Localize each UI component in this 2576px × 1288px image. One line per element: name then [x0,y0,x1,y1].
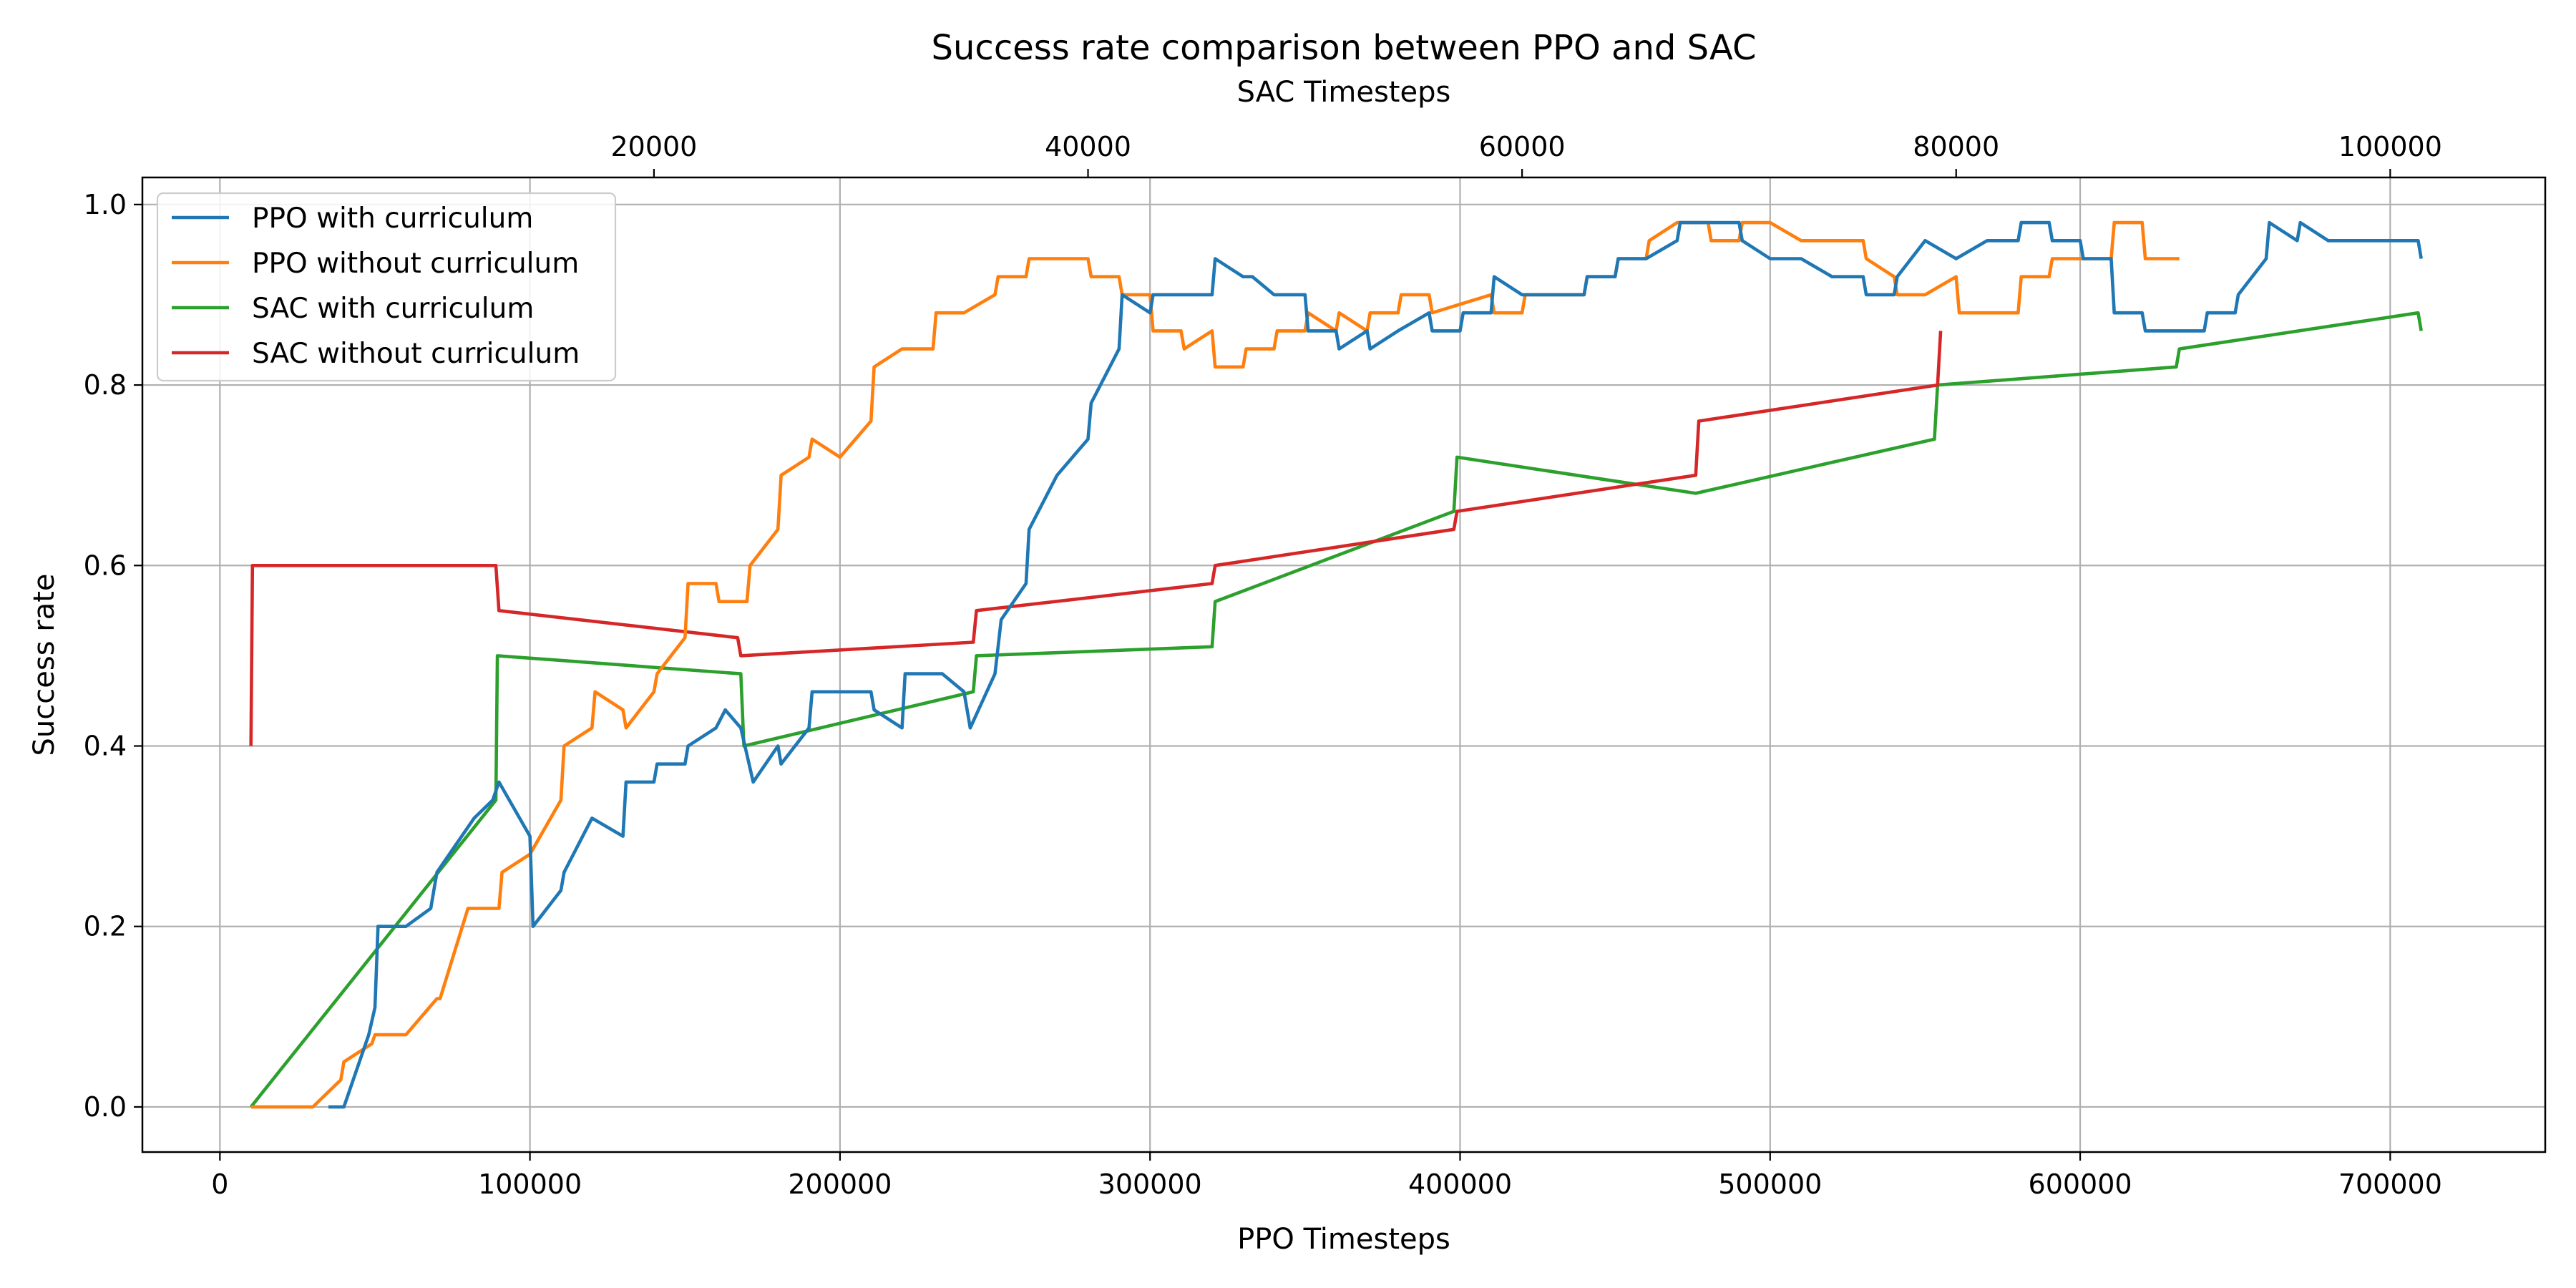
x-tick-label: 400000 [1408,1169,1512,1200]
x-tick-label: 500000 [1718,1169,1822,1200]
legend: PPO with curriculum PPO without curricul… [156,192,617,382]
y-tick-label: 0.2 [84,911,127,942]
top-x-tick-label: 40000 [1045,131,1131,162]
y-tick-label: 1.0 [84,189,127,220]
top-axis-label: SAC Timesteps [1237,76,1451,109]
x-tick-label: 600000 [2029,1169,2132,1200]
legend-label-sac-with-curriculum: SAC with curriculum [252,293,534,325]
series-line-ppo-without-curriculum [250,220,2180,1109]
y-tick-label: 0.4 [84,731,127,762]
tick-layer: 0 100000 200000 300000 400000 500000 600000 700… [84,131,2442,1200]
chart-title: Success rate comparison between PPO and … [932,28,1757,68]
series-line-sac-without-curriculum [249,331,1943,746]
top-x-tick-label: 60000 [1479,131,1566,162]
plot-frame [141,176,2547,1153]
series-line-sac-with-curriculum [249,311,2423,1108]
top-x-tick-label: 20000 [610,131,697,162]
y-axis-label: Success rate [28,574,61,756]
y-tick-label: 0.0 [84,1091,127,1123]
legend-label-ppo-without-curriculum: PPO without curriculum [252,248,579,280]
top-x-tick-label: 100000 [2338,131,2442,162]
x-tick-label: 700000 [2338,1169,2442,1200]
legend-label-sac-without-curriculum: SAC without curriculum [252,338,580,370]
x-tick-label: 200000 [788,1169,892,1200]
y-tick-label: 0.6 [84,550,127,581]
x-axis-label: PPO Timesteps [1237,1223,1450,1256]
top-x-tick-label: 80000 [1913,131,1999,162]
legend-label-ppo-with-curriculum: PPO with curriculum [252,203,533,235]
series-line-ppo-with-curriculum [328,220,2423,1109]
x-tick-label: 0 [211,1169,228,1200]
x-tick-label: 100000 [478,1169,582,1200]
y-tick-label: 0.8 [84,369,127,401]
legend-box [156,192,617,382]
series-layer [249,220,2423,1109]
x-tick-label: 300000 [1098,1169,1202,1200]
